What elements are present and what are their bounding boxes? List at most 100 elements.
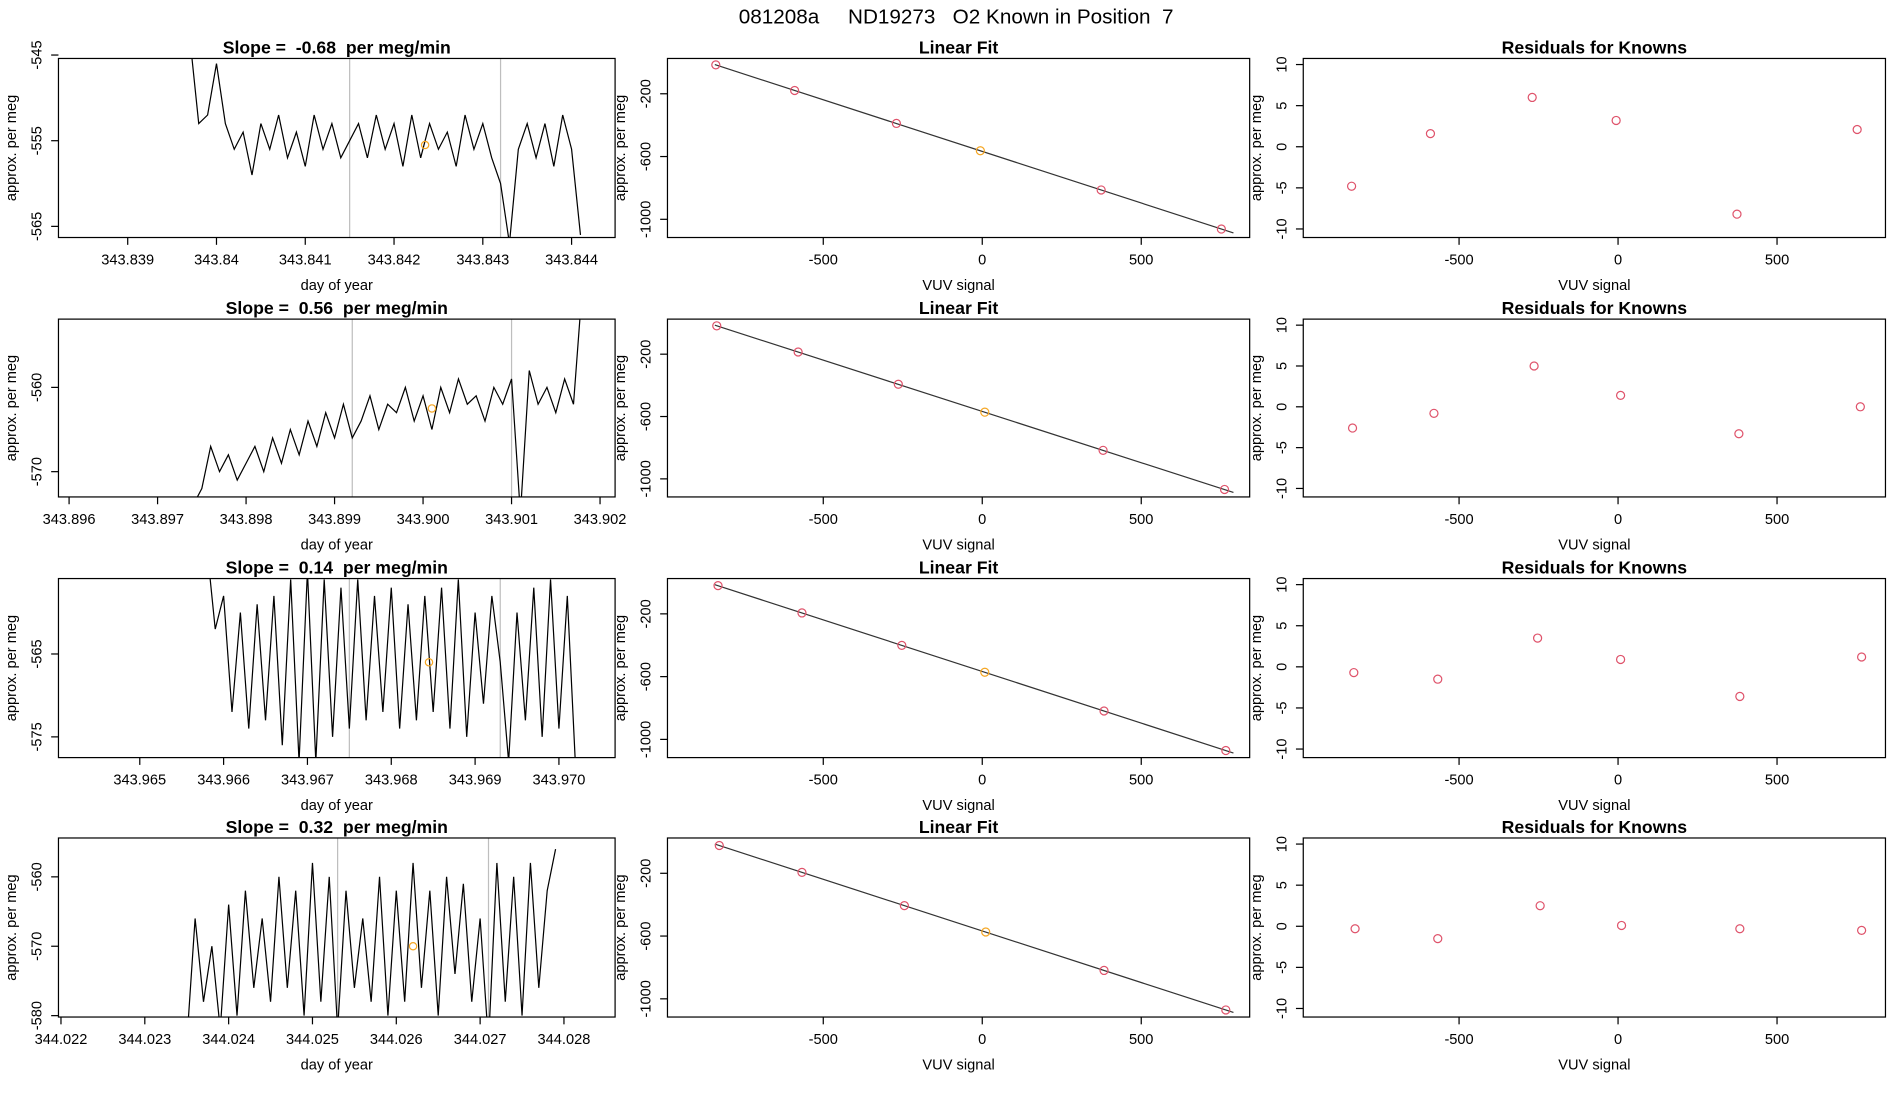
y-tick-label: -565 [30,212,46,241]
panel-title: Residuals for Knowns [1502,557,1688,577]
data-point [793,347,803,357]
x-tick-label: 343.841 [279,253,332,269]
data-point [712,321,722,331]
y-tick-label: 0 [1274,403,1290,411]
x-tick-label: 343.965 [113,773,166,789]
plot-area [712,321,1234,495]
panel: Residuals for Knowns VUV signal approx. pe… [1249,557,1887,814]
data-point [897,640,907,651]
data-point [899,900,909,911]
x-tick-label: 343.902 [574,512,627,528]
y-tick-label: -580 [30,1001,46,1030]
y-tick-label: -5 [1274,961,1290,974]
y-tick-label: 0 [1274,922,1290,930]
y-axis-label: approx. per meg [613,95,629,201]
y-tick-label: 0 [1274,663,1290,671]
plot-frame [57,837,616,1018]
plot-frame [57,57,616,239]
data-line [209,578,576,758]
y-tick-label: 10 [1274,56,1290,72]
panel: Slope = 0.32 per meg/min day of year appro… [4,817,616,1074]
plot-frame [1302,318,1887,498]
data-point [1855,402,1865,412]
y-tick-label: -600 [639,921,655,950]
y-tick-label: -560 [30,862,46,891]
data-point [981,927,991,937]
x-tick-label: -500 [1444,253,1473,269]
plot-frame [666,318,1251,498]
data-point [1350,924,1360,934]
figure-body: 081208a ND19273 O2 Known in Position 7 S… [4,6,1887,1074]
data-point [1219,484,1230,495]
y-tick-label: -575 [30,722,46,751]
x-tick-label: 500 [1765,1032,1789,1048]
panel-title: Slope = -0.68 per meg/min [223,37,451,57]
panel-title: Residuals for Knowns [1502,817,1688,837]
fit-line [714,324,1234,494]
y-axis-label: approx. per meg [4,95,20,201]
x-tick-label: 343.899 [308,512,361,528]
panel: Linear Fit VUV signal approx. per meg -500 0… [613,298,1251,554]
highlight-point [427,404,437,413]
x-tick-label: 344.022 [35,1032,88,1048]
highlight-point [408,941,418,951]
plot-area [714,840,1234,1015]
x-tick-label: 343.969 [449,773,502,789]
x-axis-label: day of year [301,278,373,294]
y-tick-label: -1000 [639,460,655,497]
x-axis-label: VUV signal [922,278,994,294]
y-axis-label: approx. per meg [4,874,20,980]
x-tick-label: 343.970 [533,773,586,789]
y-tick-label: 0 [1274,143,1290,151]
panel: Linear Fit VUV signal approx. per meg -500 0… [613,817,1251,1074]
data-point [714,840,724,851]
x-tick-label: 343.968 [365,773,418,789]
panel: Slope = 0.14 per meg/min day of year appro… [4,557,616,814]
data-point [1429,408,1439,418]
data-point [1098,445,1108,455]
y-tick-label: 10 [1274,317,1290,333]
y-axis-label: approx. per meg [1249,355,1265,461]
x-axis-label: day of year [301,798,373,814]
y-tick-label: -200 [639,340,655,369]
x-axis-label: VUV signal [1558,1058,1630,1074]
plot-area [196,319,581,497]
data-point [1611,115,1621,126]
y-tick-label: -1000 [639,980,655,1017]
x-tick-label: 343.967 [281,773,334,789]
panel-title: Slope = 0.14 per meg/min [226,557,448,577]
x-axis-label: day of year [301,538,373,554]
x-tick-label: 500 [1765,512,1789,528]
panel: Slope = -0.68 per meg/min day of year appr… [4,37,616,294]
x-tick-label: 343.843 [456,253,509,269]
x-axis-label: day of year [301,1058,373,1074]
x-axis-label: VUV signal [922,1058,994,1074]
y-tick-label: -565 [30,639,46,668]
y-tick-label: -200 [639,79,655,108]
x-tick-label: 343.901 [485,512,538,528]
panel-title: Linear Fit [919,817,999,837]
data-point [975,146,985,156]
data-point [1433,933,1443,944]
data-point [1433,674,1443,684]
x-tick-label: 0 [1614,773,1622,789]
x-tick-label: -500 [809,512,838,528]
data-point [1099,706,1109,716]
x-tick-label: 0 [1614,512,1622,528]
y-tick-label: -600 [639,402,655,431]
x-tick-label: 500 [1129,253,1153,269]
x-tick-label: 344.026 [370,1032,423,1048]
x-tick-label: 344.023 [118,1032,171,1048]
panel-title: Slope = 0.32 per meg/min [226,817,448,837]
data-point [797,608,807,618]
panel-title: Linear Fit [919,557,999,577]
panel: Residuals for Knowns VUV signal approx. pe… [1249,298,1887,554]
data-point [1852,124,1862,135]
y-tick-label: 5 [1274,622,1290,630]
figure-title: 081208a ND19273 O2 Known in Position 7 [739,6,1174,29]
plot-area [1350,901,1867,944]
y-tick-label: -10 [1274,478,1290,499]
data-point [1856,925,1867,936]
